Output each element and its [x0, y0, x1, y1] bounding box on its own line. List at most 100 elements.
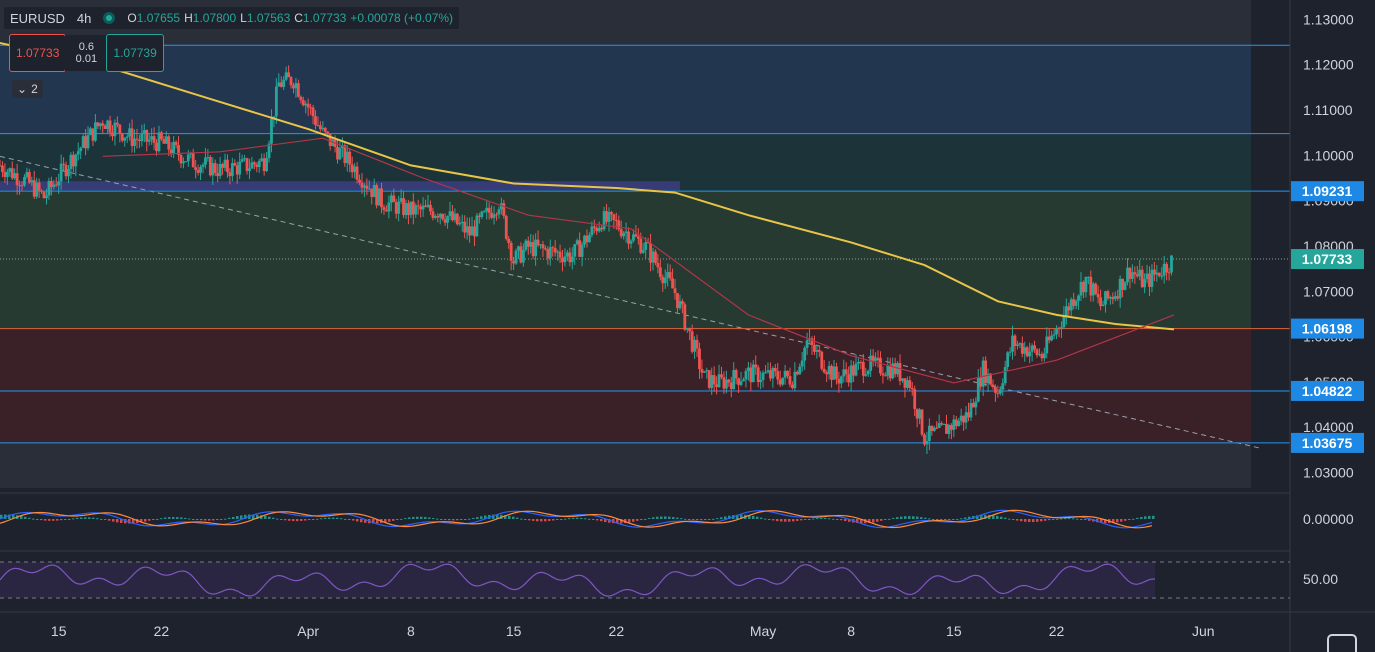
macd-histogram-bar — [232, 516, 235, 519]
candle-body — [416, 205, 420, 207]
macd-histogram-bar — [440, 519, 443, 520]
macd-histogram-bar — [480, 516, 483, 519]
macd-histogram-bar — [256, 514, 259, 519]
candle-body — [216, 172, 220, 177]
candle-body — [186, 154, 190, 162]
candle-body — [722, 377, 726, 389]
screenshot-icon[interactable] — [1327, 634, 1357, 652]
macd-histogram-bar — [164, 517, 167, 519]
candle-body — [495, 214, 498, 216]
macd-histogram-bar — [376, 519, 379, 524]
candle-body — [27, 172, 31, 183]
candle-body — [120, 133, 124, 141]
candle-body — [727, 379, 731, 383]
timeframe-label[interactable]: 4h — [76, 10, 92, 26]
macd-histogram-bar — [212, 519, 215, 521]
candle-body — [1074, 300, 1078, 306]
macd-histogram-bar — [1100, 519, 1103, 523]
candle-body — [881, 373, 885, 376]
macd-histogram-bar — [1012, 519, 1015, 520]
candle-body — [101, 123, 105, 126]
candle-body — [1155, 272, 1159, 275]
candle-body — [864, 374, 868, 376]
candle-body — [341, 145, 344, 149]
macd-histogram-bar — [692, 519, 695, 520]
time-tick: 8 — [407, 623, 415, 639]
candle-body — [529, 242, 533, 247]
macd-histogram-bar — [188, 518, 191, 520]
candle-body — [0, 165, 2, 167]
candle-body — [742, 379, 745, 382]
candle-body — [438, 213, 442, 218]
candle-body — [746, 367, 750, 371]
candle-body — [487, 207, 491, 213]
macd-histogram-bar — [844, 519, 847, 522]
candle-body — [318, 125, 322, 130]
macd-histogram-bar — [668, 516, 671, 519]
price-tag — [1291, 432, 1364, 453]
macd-histogram-bar — [80, 517, 83, 519]
candle-body — [191, 152, 195, 168]
candle-body — [84, 136, 88, 149]
candle-body — [142, 130, 146, 134]
macd-histogram-bar — [404, 518, 407, 520]
macd-histogram-bar — [104, 519, 107, 520]
sell-button[interactable]: 1.07733 — [9, 34, 67, 72]
candle-body — [825, 372, 829, 375]
macd-histogram-bar — [832, 518, 835, 520]
macd-histogram-bar — [604, 519, 607, 523]
candle-body — [1170, 255, 1173, 273]
candle-body — [940, 423, 944, 425]
candle-body — [1108, 296, 1112, 299]
macd-histogram-bar — [720, 517, 723, 519]
candle-body — [1013, 335, 1017, 346]
buy-button[interactable]: 1.07739 — [106, 34, 164, 72]
low-value: 1.07563 — [246, 11, 291, 25]
macd-histogram-bar — [872, 519, 875, 523]
candle-body — [778, 379, 782, 385]
candle-body — [857, 361, 860, 364]
time-tick: 22 — [154, 623, 170, 639]
macd-histogram-bar — [632, 519, 635, 522]
candle-body — [477, 215, 481, 217]
macd-histogram-bar — [608, 519, 611, 523]
macd-histogram-bar — [28, 517, 31, 519]
macd-histogram-bar — [304, 519, 307, 521]
candle-body — [874, 357, 877, 361]
candle-body — [1128, 267, 1132, 279]
candle-body — [441, 213, 445, 220]
macd-histogram-bar — [1084, 519, 1087, 521]
candle-body — [654, 251, 657, 263]
candle-body — [475, 215, 479, 237]
macd-histogram-bar — [804, 519, 807, 520]
macd-histogram-bar — [1052, 519, 1055, 520]
macd-histogram-bar — [780, 519, 783, 522]
candle-body — [781, 377, 785, 385]
macd-histogram-bar — [928, 518, 931, 520]
indicators-toggle[interactable]: ⌄ 2 — [12, 80, 43, 98]
macd-histogram-bar — [324, 517, 327, 519]
macd-histogram-bar — [636, 519, 639, 521]
macd-histogram-bar — [460, 519, 463, 520]
candle-body — [678, 301, 682, 309]
candle-body — [1126, 267, 1129, 283]
macd-histogram-bar — [384, 519, 387, 523]
candle-body — [1047, 336, 1051, 341]
candle-body — [299, 96, 303, 101]
candle-body — [54, 184, 58, 186]
macd-histogram-bar — [436, 518, 439, 520]
candle-body — [715, 384, 719, 387]
macd-histogram-bar — [624, 519, 627, 524]
macd-histogram-bar — [876, 519, 879, 522]
macd-histogram-bar — [196, 519, 199, 520]
candle-body — [1113, 296, 1117, 300]
candle-body — [771, 368, 775, 379]
candle-body — [208, 157, 212, 176]
macd-histogram-bar — [568, 518, 571, 520]
time-tick: 15 — [946, 623, 962, 639]
candle-body — [177, 145, 180, 155]
symbol-name[interactable]: EURUSD — [10, 10, 65, 26]
macd-histogram-bar — [888, 518, 891, 520]
macd-histogram-bar — [840, 519, 843, 521]
